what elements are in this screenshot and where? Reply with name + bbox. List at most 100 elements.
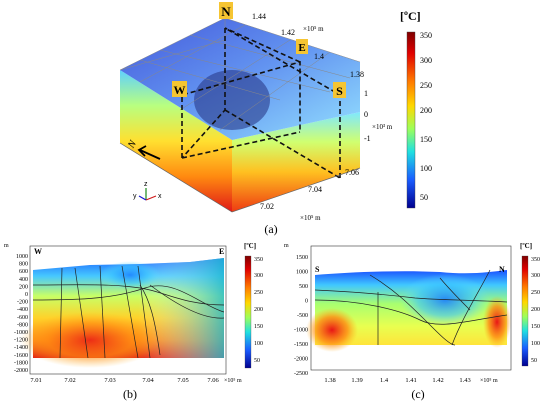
- colorbar-unit: [ºC]: [520, 242, 532, 250]
- cb-tick: 350: [254, 257, 263, 263]
- block-outline: [119, 142, 361, 213]
- cb-tick: 200: [531, 307, 540, 313]
- hot-zone: [306, 308, 358, 352]
- label-n: N: [221, 4, 231, 19]
- x-tick: 7.04: [142, 377, 154, 384]
- cb-tick: 250: [420, 81, 432, 90]
- y-tick-3: 1.4: [314, 52, 324, 61]
- x-tick: 1.39: [351, 377, 362, 384]
- y-tick-4: 1.38: [350, 70, 364, 79]
- panel-c: S N m 1500 1000 500 0 -500 -1000 -1500 -…: [284, 242, 540, 401]
- y-tick: -500: [297, 313, 308, 319]
- x-tick: 7.02: [64, 377, 75, 384]
- x-tick: 1.38: [324, 377, 335, 384]
- y-tick: 0: [305, 299, 308, 305]
- label-s-box: [333, 82, 346, 98]
- right-direction: E: [219, 247, 224, 256]
- hot-zone: [20, 312, 160, 368]
- cb-tick: 300: [420, 56, 432, 65]
- right-direction: N: [499, 265, 505, 274]
- cb-tick: 50: [254, 358, 260, 364]
- cool-zone: [400, 274, 490, 326]
- x-tick-1: 7.02: [260, 202, 274, 211]
- x-unit: ×10⁵ m: [480, 378, 498, 384]
- cb-tick: 250: [531, 290, 540, 296]
- y-tick: 1000: [16, 254, 28, 260]
- cb-tick: 250: [254, 290, 263, 296]
- label-w: W: [174, 83, 186, 97]
- panel-a: N E W S 1.44 1.42 ×10⁵ m 1.4 1.38 1 0 ×1…: [119, 2, 432, 236]
- y-unit: ×10⁵ m: [303, 25, 324, 33]
- colorbar-ticks: 350 300 250 200 150 100 50: [254, 257, 263, 364]
- y-axis: 1500 1000 500 0 -500 -1000 -1500 -2000 -…: [294, 255, 308, 377]
- y-tick: 600: [19, 269, 28, 275]
- colorbar-unit: [ºC]: [400, 9, 421, 23]
- cb-tick: 150: [531, 324, 540, 330]
- cb-tick: 100: [531, 341, 540, 347]
- cb-tick: 100: [254, 341, 263, 347]
- m-label: m: [4, 243, 9, 249]
- y-tick: -2000: [14, 368, 28, 374]
- y-tick: 400: [19, 277, 28, 283]
- x-tick: 1.4: [380, 377, 389, 384]
- y-tick-1: 1.44: [252, 12, 266, 21]
- y-tick: -600: [17, 315, 28, 321]
- y-tick: -1000: [294, 328, 308, 334]
- y-tick: 500: [299, 284, 308, 290]
- x-tick-3: 7.06: [345, 168, 359, 177]
- z-tick-2: 0: [364, 110, 368, 119]
- cb-tick: 200: [420, 106, 432, 115]
- panel-b: W E m 1000 800 600 400 200 0 -200 -400 -…: [4, 242, 263, 401]
- caption-c: (c): [411, 387, 424, 401]
- x-axis: 1.38 1.39 1.4 1.41 1.42 1.43: [324, 377, 470, 384]
- y-tick: -800: [17, 322, 28, 328]
- cb-tick: 100: [420, 164, 432, 173]
- y-tick: -1500: [294, 342, 308, 348]
- y-tick-2: 1.42: [281, 28, 295, 37]
- label-w-box: [172, 81, 187, 97]
- y-tick: 200: [19, 284, 28, 290]
- x-tick: 7.01: [30, 377, 41, 384]
- x-tick-2: 7.04: [308, 185, 322, 194]
- x-axis: 7.01 7.02 7.03 7.04 7.05 7.06: [30, 377, 219, 384]
- x-tick: 1.42: [432, 377, 443, 384]
- left-direction: S: [315, 265, 320, 274]
- y-tick: -1600: [14, 353, 28, 359]
- axis-z-label: z: [144, 181, 148, 188]
- y-tick: 1500: [296, 255, 308, 261]
- x-tick: 1.43: [459, 377, 470, 384]
- y-tick: -400: [17, 307, 28, 313]
- y-tick: -200: [17, 300, 28, 306]
- y-axis: 1000 800 600 400 200 0 -200 -400 -600 -8…: [14, 254, 28, 374]
- block-right-face: [232, 112, 360, 212]
- cb-tick: 300: [531, 273, 540, 279]
- cb-tick: 150: [420, 135, 432, 144]
- colorbar-ticks: 350 300 250 200 150 100 50: [420, 31, 432, 202]
- plot-frame: [310, 245, 512, 371]
- axis-x-label: x: [158, 193, 162, 200]
- hot-zone: [483, 296, 511, 348]
- x-tick: 7.05: [177, 377, 188, 384]
- colorbar: [406, 31, 416, 209]
- cb-tick: 200: [254, 307, 263, 313]
- y-tick: -1000: [14, 330, 28, 336]
- compass-arrow-icon: [137, 145, 161, 160]
- caption-b: (b): [123, 387, 137, 401]
- y-tick: 1000: [296, 270, 308, 276]
- cb-tick: 50: [531, 358, 537, 364]
- z-unit: ×10³ m: [372, 123, 393, 131]
- colorbar-ticks: 350 300 250 200 150 100 50: [531, 257, 540, 364]
- fault-core: [194, 70, 270, 130]
- x-tick: 1.41: [405, 377, 416, 384]
- block-front-face: [120, 70, 232, 212]
- x-unit: ×10⁵ m: [224, 378, 242, 384]
- cb-tick: 150: [254, 324, 263, 330]
- left-direction: W: [34, 247, 42, 256]
- cb-tick: 350: [420, 31, 432, 40]
- cb-tick: 50: [420, 193, 428, 202]
- caption-a: (a): [264, 222, 277, 236]
- colorbar-unit: [ºC]: [244, 242, 256, 250]
- colorbar: [521, 255, 529, 367]
- y-tick: 0: [25, 292, 28, 298]
